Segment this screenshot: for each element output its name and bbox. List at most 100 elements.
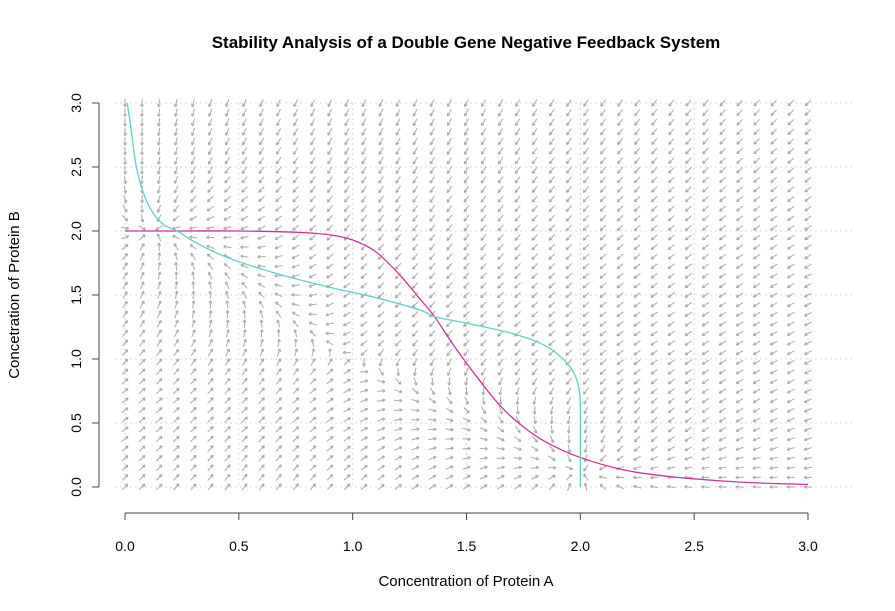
vector-arrow (292, 435, 300, 443)
vector-arrow (156, 329, 162, 338)
vector-arrow (378, 166, 384, 175)
vector-arrow (804, 167, 812, 174)
vector-arrow (274, 264, 283, 269)
vector-arrow (567, 482, 572, 491)
vector-arrow (787, 128, 795, 136)
vector-arrow (582, 292, 590, 299)
vector-arrow (121, 243, 129, 250)
vector-arrow (616, 484, 624, 490)
vector-arrow (208, 309, 213, 319)
vector-arrow (275, 368, 282, 376)
vector-arrow (803, 398, 812, 403)
vector-arrow (787, 138, 795, 145)
vector-arrow (360, 398, 369, 403)
vector-arrow (156, 319, 162, 328)
vector-arrow (360, 483, 368, 491)
vector-arrow (481, 406, 487, 415)
vector-arrow (377, 291, 385, 299)
vector-arrow (804, 302, 812, 308)
vector-arrow (395, 214, 402, 222)
vector-arrow (599, 320, 607, 327)
vector-arrow (121, 483, 129, 491)
vector-arrow (480, 195, 487, 203)
vector-arrow (497, 339, 504, 347)
vector-arrow (309, 185, 316, 193)
vector-arrow (617, 118, 624, 126)
vector-arrow (668, 186, 675, 193)
vector-arrow (498, 108, 504, 117)
vector-arrow (207, 473, 214, 481)
vector-arrow (173, 243, 179, 251)
vector-arrow (445, 407, 454, 413)
vector-arrow (156, 204, 161, 213)
vector-arrow (702, 195, 709, 203)
vector-arrow (565, 234, 573, 241)
y-tick-label: 1.5 (68, 285, 84, 305)
vector-arrow (241, 157, 248, 165)
vector-arrow (566, 387, 572, 395)
vector-arrow (343, 398, 351, 403)
vector-arrow (121, 349, 129, 356)
vector-arrow (787, 109, 795, 116)
vector-arrow (174, 281, 179, 290)
vector-arrow (685, 205, 692, 212)
vector-arrow (259, 348, 264, 357)
vector-arrow (258, 166, 265, 174)
vector-arrow (446, 166, 453, 174)
vector-arrow (309, 215, 316, 222)
vector-arrow (667, 311, 676, 317)
vector-arrow (377, 272, 385, 280)
vector-arrow (718, 340, 727, 346)
vector-arrow (531, 301, 539, 308)
vector-arrow (786, 466, 795, 470)
vector-arrow (343, 321, 351, 327)
vector-arrow (786, 456, 795, 461)
vector-arrow (684, 436, 693, 442)
vector-arrow (412, 214, 419, 222)
vector-arrow (157, 108, 161, 117)
vector-arrow (668, 99, 675, 107)
vector-arrow (735, 340, 744, 346)
vector-arrow (769, 350, 778, 356)
vector-arrow (241, 435, 248, 443)
vector-arrow (650, 484, 659, 489)
vector-arrow (701, 224, 709, 231)
vector-arrow (412, 358, 418, 367)
vector-arrow (257, 282, 266, 288)
vector-arrow (770, 234, 778, 241)
vector-arrow (497, 137, 504, 146)
vector-arrow (242, 99, 247, 108)
vector-arrow (736, 196, 744, 203)
vector-arrow (718, 446, 727, 451)
vector-arrow (241, 387, 248, 395)
vector-arrow (701, 466, 710, 470)
vector-arrow (428, 408, 437, 413)
vector-arrow (326, 340, 334, 346)
vector-arrow (259, 137, 265, 146)
vector-arrow (257, 205, 266, 212)
vector-arrow (583, 99, 589, 107)
vector-arrow (753, 157, 761, 164)
vector-arrow (600, 425, 606, 434)
vector-arrow (190, 348, 196, 357)
vector-arrow (428, 465, 437, 470)
vector-arrow (292, 464, 299, 472)
vector-arrow (121, 407, 129, 414)
vector-arrow (360, 379, 369, 383)
vector-arrow (258, 464, 265, 472)
vector-arrow (309, 387, 317, 395)
vector-arrow (752, 263, 761, 269)
vector-arrow (428, 474, 437, 480)
vector-arrow (565, 166, 572, 174)
vector-arrow (786, 350, 795, 356)
vector-arrow (309, 176, 316, 184)
vector-arrow (804, 157, 812, 164)
vector-arrow (532, 377, 538, 386)
vector-arrow (582, 368, 590, 376)
vector-arrow (377, 455, 385, 461)
vector-arrow (685, 157, 692, 164)
vector-arrow (395, 205, 401, 213)
vector-arrow (293, 99, 298, 108)
vector-arrow (565, 349, 573, 356)
vector-arrow (582, 166, 589, 174)
